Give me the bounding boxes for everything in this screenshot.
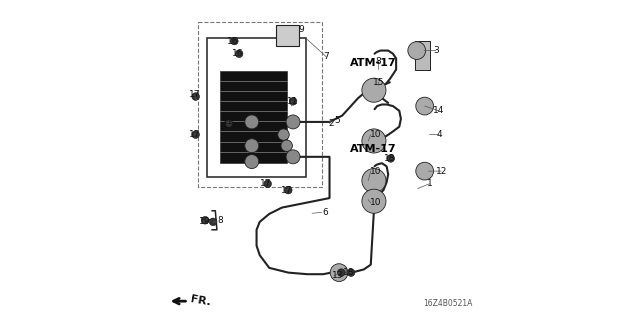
Text: 12: 12 (435, 167, 447, 176)
Circle shape (362, 78, 386, 102)
Circle shape (278, 129, 289, 140)
Text: 4: 4 (436, 130, 442, 139)
Circle shape (330, 264, 348, 282)
Circle shape (245, 139, 259, 153)
Circle shape (202, 216, 209, 224)
Text: 18: 18 (343, 268, 355, 277)
Circle shape (286, 150, 300, 164)
Text: 10: 10 (370, 198, 381, 207)
Circle shape (245, 155, 259, 169)
Circle shape (337, 269, 345, 276)
Text: 8: 8 (217, 216, 223, 225)
Text: 6: 6 (322, 208, 328, 217)
Text: ATM-17: ATM-17 (350, 58, 397, 68)
Text: 15: 15 (373, 78, 385, 87)
Text: ATM-17: ATM-17 (350, 144, 397, 154)
Text: 2: 2 (328, 119, 334, 128)
Circle shape (284, 186, 292, 194)
FancyBboxPatch shape (415, 41, 430, 69)
Circle shape (416, 162, 433, 180)
Text: 9: 9 (298, 25, 304, 35)
Text: 3: 3 (433, 46, 438, 55)
Bar (276, 25, 300, 46)
Text: 18: 18 (384, 154, 396, 163)
Text: 17: 17 (260, 179, 272, 188)
Text: 19: 19 (200, 217, 211, 226)
Circle shape (230, 37, 238, 45)
Text: FR.: FR. (190, 294, 212, 307)
Text: 10: 10 (370, 167, 381, 176)
Circle shape (209, 218, 217, 226)
Text: 17: 17 (189, 91, 200, 100)
Text: 10: 10 (370, 130, 381, 139)
Text: 5: 5 (335, 116, 340, 125)
Circle shape (236, 50, 243, 58)
Circle shape (192, 131, 200, 139)
Circle shape (362, 129, 386, 153)
Circle shape (281, 140, 292, 151)
Text: 16Z4B0521A: 16Z4B0521A (423, 299, 472, 308)
Text: 1: 1 (427, 179, 432, 188)
Circle shape (245, 115, 259, 129)
Bar (220, 71, 287, 163)
Circle shape (348, 269, 355, 276)
Circle shape (286, 115, 300, 129)
Circle shape (264, 180, 271, 188)
Circle shape (362, 169, 386, 193)
Text: 7: 7 (323, 52, 329, 61)
Text: 17: 17 (189, 130, 200, 139)
Text: 17: 17 (281, 186, 292, 195)
Text: 11: 11 (287, 97, 299, 106)
Circle shape (387, 155, 394, 162)
Text: 16: 16 (232, 49, 243, 58)
Circle shape (225, 120, 233, 127)
Text: 16: 16 (227, 36, 239, 45)
Text: 8: 8 (376, 57, 381, 66)
Text: 14: 14 (433, 106, 445, 115)
Text: 11: 11 (222, 117, 234, 126)
Circle shape (416, 97, 433, 115)
Text: 13: 13 (332, 271, 343, 280)
Circle shape (289, 98, 297, 105)
Circle shape (362, 189, 386, 213)
Circle shape (192, 93, 200, 100)
Circle shape (408, 42, 426, 60)
